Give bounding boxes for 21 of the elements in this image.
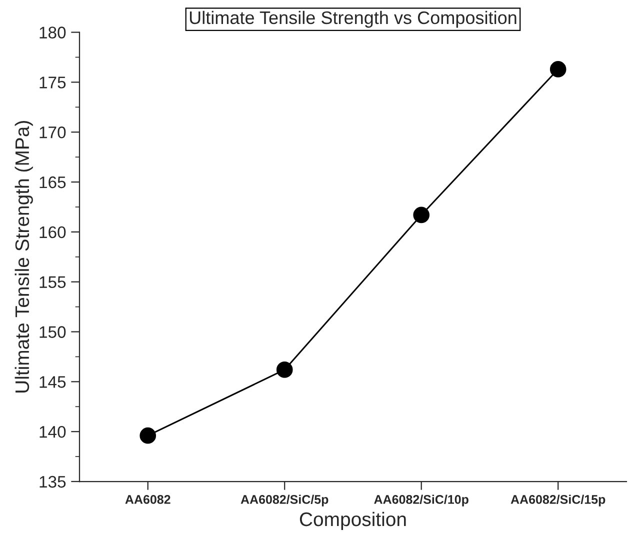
x-tick-label: AA6082/SiC/10p <box>374 494 468 506</box>
x-tick-label: AA6082 <box>125 495 170 504</box>
point <box>276 362 293 378</box>
y-tick-label: 165 <box>40 176 66 188</box>
y-tick-label: 150 <box>40 326 66 338</box>
point <box>140 427 156 444</box>
chart-title: Ultimate Tensile Strength vs Composition <box>190 10 516 28</box>
point <box>550 61 566 78</box>
point <box>413 206 430 224</box>
x-tick-label: AA6082/SiC/5p <box>240 494 328 506</box>
x-tick-label: AA6082/SiC/15p <box>510 494 606 506</box>
y-tick-label: 170 <box>40 126 66 138</box>
y-axis-title: Ultimate Tensile Strength (MPa) <box>14 121 33 392</box>
y-tick-label: 175 <box>40 76 66 88</box>
y-tick-label: 160 <box>40 226 66 238</box>
y-tick-label: 145 <box>40 376 66 388</box>
y-tick-label: 140 <box>40 426 66 438</box>
y-tick-label: 135 <box>40 476 66 488</box>
y-tick-label: 155 <box>40 276 66 288</box>
x-axis-title: Composition <box>300 512 406 530</box>
y-tick-label: 180 <box>40 26 66 38</box>
